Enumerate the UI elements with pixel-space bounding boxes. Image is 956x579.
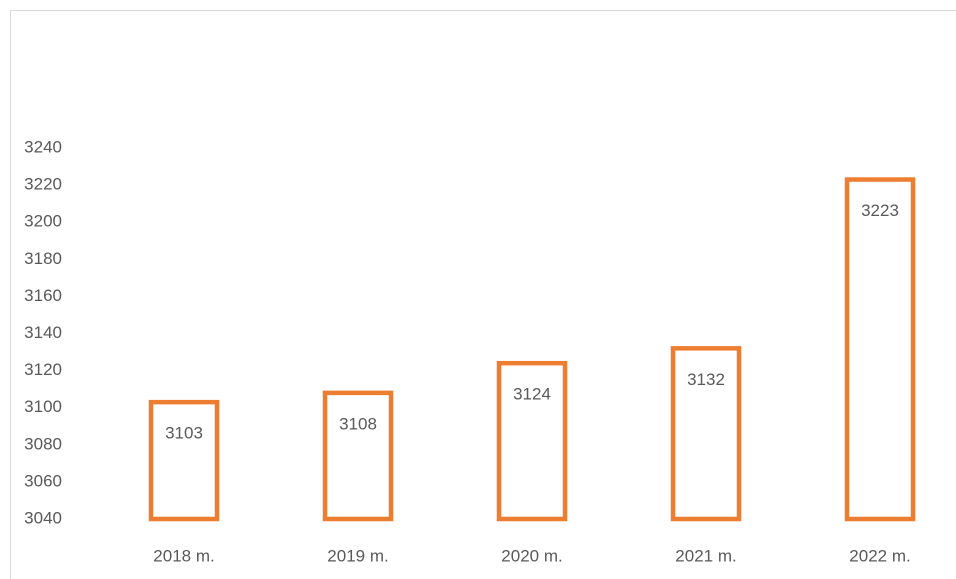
y-tick-label: 3140 (24, 323, 62, 342)
value-label: 3108 (339, 414, 377, 433)
x-tick-label: 2018 m. (153, 546, 214, 565)
bar (496, 360, 568, 522)
value-label: 3132 (687, 370, 725, 389)
y-tick-label: 3100 (24, 397, 62, 416)
y-tick-label: 3120 (24, 360, 62, 379)
y-tick-label: 3060 (24, 471, 62, 490)
y-tick-label: 3240 (24, 137, 62, 156)
y-tick-label: 3160 (24, 286, 62, 305)
y-tick-label: 3080 (24, 434, 62, 453)
x-tick-label: 2020 m. (501, 546, 562, 565)
bar (670, 346, 742, 522)
bar (844, 177, 916, 522)
x-tick-label: 2021 m. (675, 546, 736, 565)
y-tick-label: 3220 (24, 175, 62, 194)
value-label: 3124 (513, 385, 551, 404)
y-tick-label: 3200 (24, 212, 62, 231)
chart-border (10, 10, 956, 579)
y-tick-label: 3180 (24, 249, 62, 268)
y-tick-label: 3040 (24, 508, 62, 527)
value-label: 3223 (861, 201, 899, 220)
bar (148, 399, 220, 522)
value-label: 3103 (165, 424, 203, 443)
x-tick-label: 2022 m. (849, 546, 910, 565)
x-tick-label: 2019 m. (327, 546, 388, 565)
bar (322, 390, 394, 522)
